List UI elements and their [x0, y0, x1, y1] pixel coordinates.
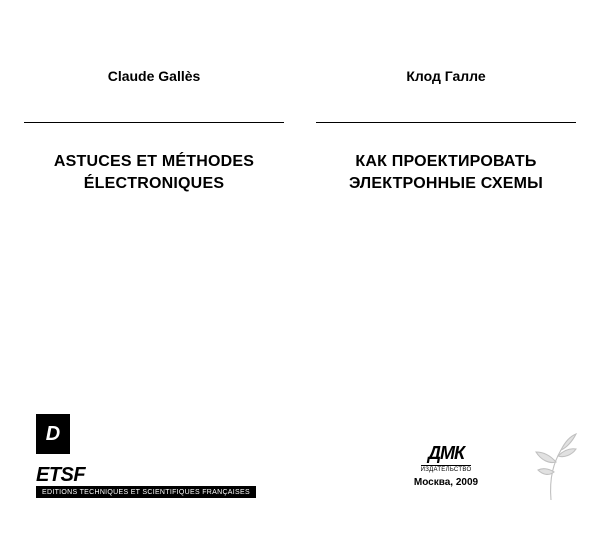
right-title-page: Клод Галле КАК ПРОЕКТИРОВАТЬ ЭЛЕКТРОННЫЕ… [300, 10, 592, 526]
author-name: Клод Галле [406, 68, 485, 84]
author-name: Claude Gallès [108, 68, 201, 84]
dmk-logo-icon: ДМК [428, 443, 464, 464]
publisher-subtitle: ИЗДАТЕЛЬСТВО [421, 465, 472, 473]
horizontal-rule [316, 122, 576, 123]
title-line: ASTUCES ET MÉTHODES [54, 153, 254, 170]
book-title: ASTUCES ET MÉTHODES ÉLECTRONIQUES [54, 151, 254, 194]
title-line: ЭЛЕКТРОННЫЕ СХЕМЫ [349, 175, 543, 192]
dunod-logo-icon: D [36, 414, 70, 454]
horizontal-rule [24, 122, 284, 123]
title-line: ÉLECTRONIQUES [84, 175, 224, 192]
left-title-page: Claude Gallès ASTUCES ET MÉTHODES ÉLECTR… [8, 10, 300, 526]
book-spread: Claude Gallès ASTUCES ET MÉTHODES ÉLECTR… [0, 0, 600, 536]
etsf-group: ETSF EDITIONS TECHNIQUES ET SCIENTIFIQUE… [36, 464, 256, 498]
publisher-block: D ETSF EDITIONS TECHNIQUES ET SCIENTIFIQ… [36, 414, 256, 498]
book-title: КАК ПРОЕКТИРОВАТЬ ЭЛЕКТРОННЫЕ СХЕМЫ [349, 151, 543, 194]
publisher-full-bar: EDITIONS TECHNIQUES ET SCIENTIFIQUES FRA… [36, 487, 256, 498]
title-line: КАК ПРОЕКТИРОВАТЬ [355, 153, 536, 170]
publisher-short: ETSF [36, 464, 256, 487]
plant-decoration-icon [516, 422, 586, 502]
city-and-year: Москва, 2009 [414, 477, 478, 488]
